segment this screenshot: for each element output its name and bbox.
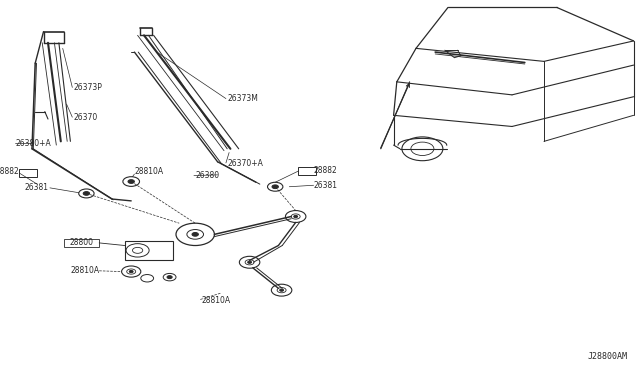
Text: 26373P: 26373P — [74, 83, 102, 92]
FancyBboxPatch shape — [19, 169, 37, 177]
Text: 26380: 26380 — [195, 171, 220, 180]
Text: 28810A: 28810A — [70, 266, 100, 275]
Text: 26370+A: 26370+A — [227, 159, 263, 168]
Text: 26373M: 26373M — [227, 94, 258, 103]
Text: 28810A: 28810A — [134, 167, 164, 176]
FancyBboxPatch shape — [125, 241, 173, 260]
FancyBboxPatch shape — [298, 167, 316, 175]
Circle shape — [128, 180, 134, 183]
Text: 26380+A: 26380+A — [16, 139, 52, 148]
Circle shape — [167, 276, 172, 279]
Text: 26370: 26370 — [74, 113, 98, 122]
Text: 28882: 28882 — [0, 167, 19, 176]
Circle shape — [294, 215, 298, 218]
Circle shape — [248, 261, 252, 263]
Text: 28810A: 28810A — [202, 296, 231, 305]
Text: 28800: 28800 — [69, 238, 93, 247]
Circle shape — [272, 185, 278, 189]
Circle shape — [83, 192, 90, 195]
Circle shape — [280, 289, 284, 291]
Circle shape — [129, 270, 133, 273]
FancyBboxPatch shape — [64, 239, 99, 247]
Text: J28800AM: J28800AM — [588, 352, 627, 361]
Text: 26381: 26381 — [24, 183, 49, 192]
Text: 26381: 26381 — [314, 181, 338, 190]
Circle shape — [192, 232, 198, 236]
Text: 28882: 28882 — [314, 166, 337, 175]
